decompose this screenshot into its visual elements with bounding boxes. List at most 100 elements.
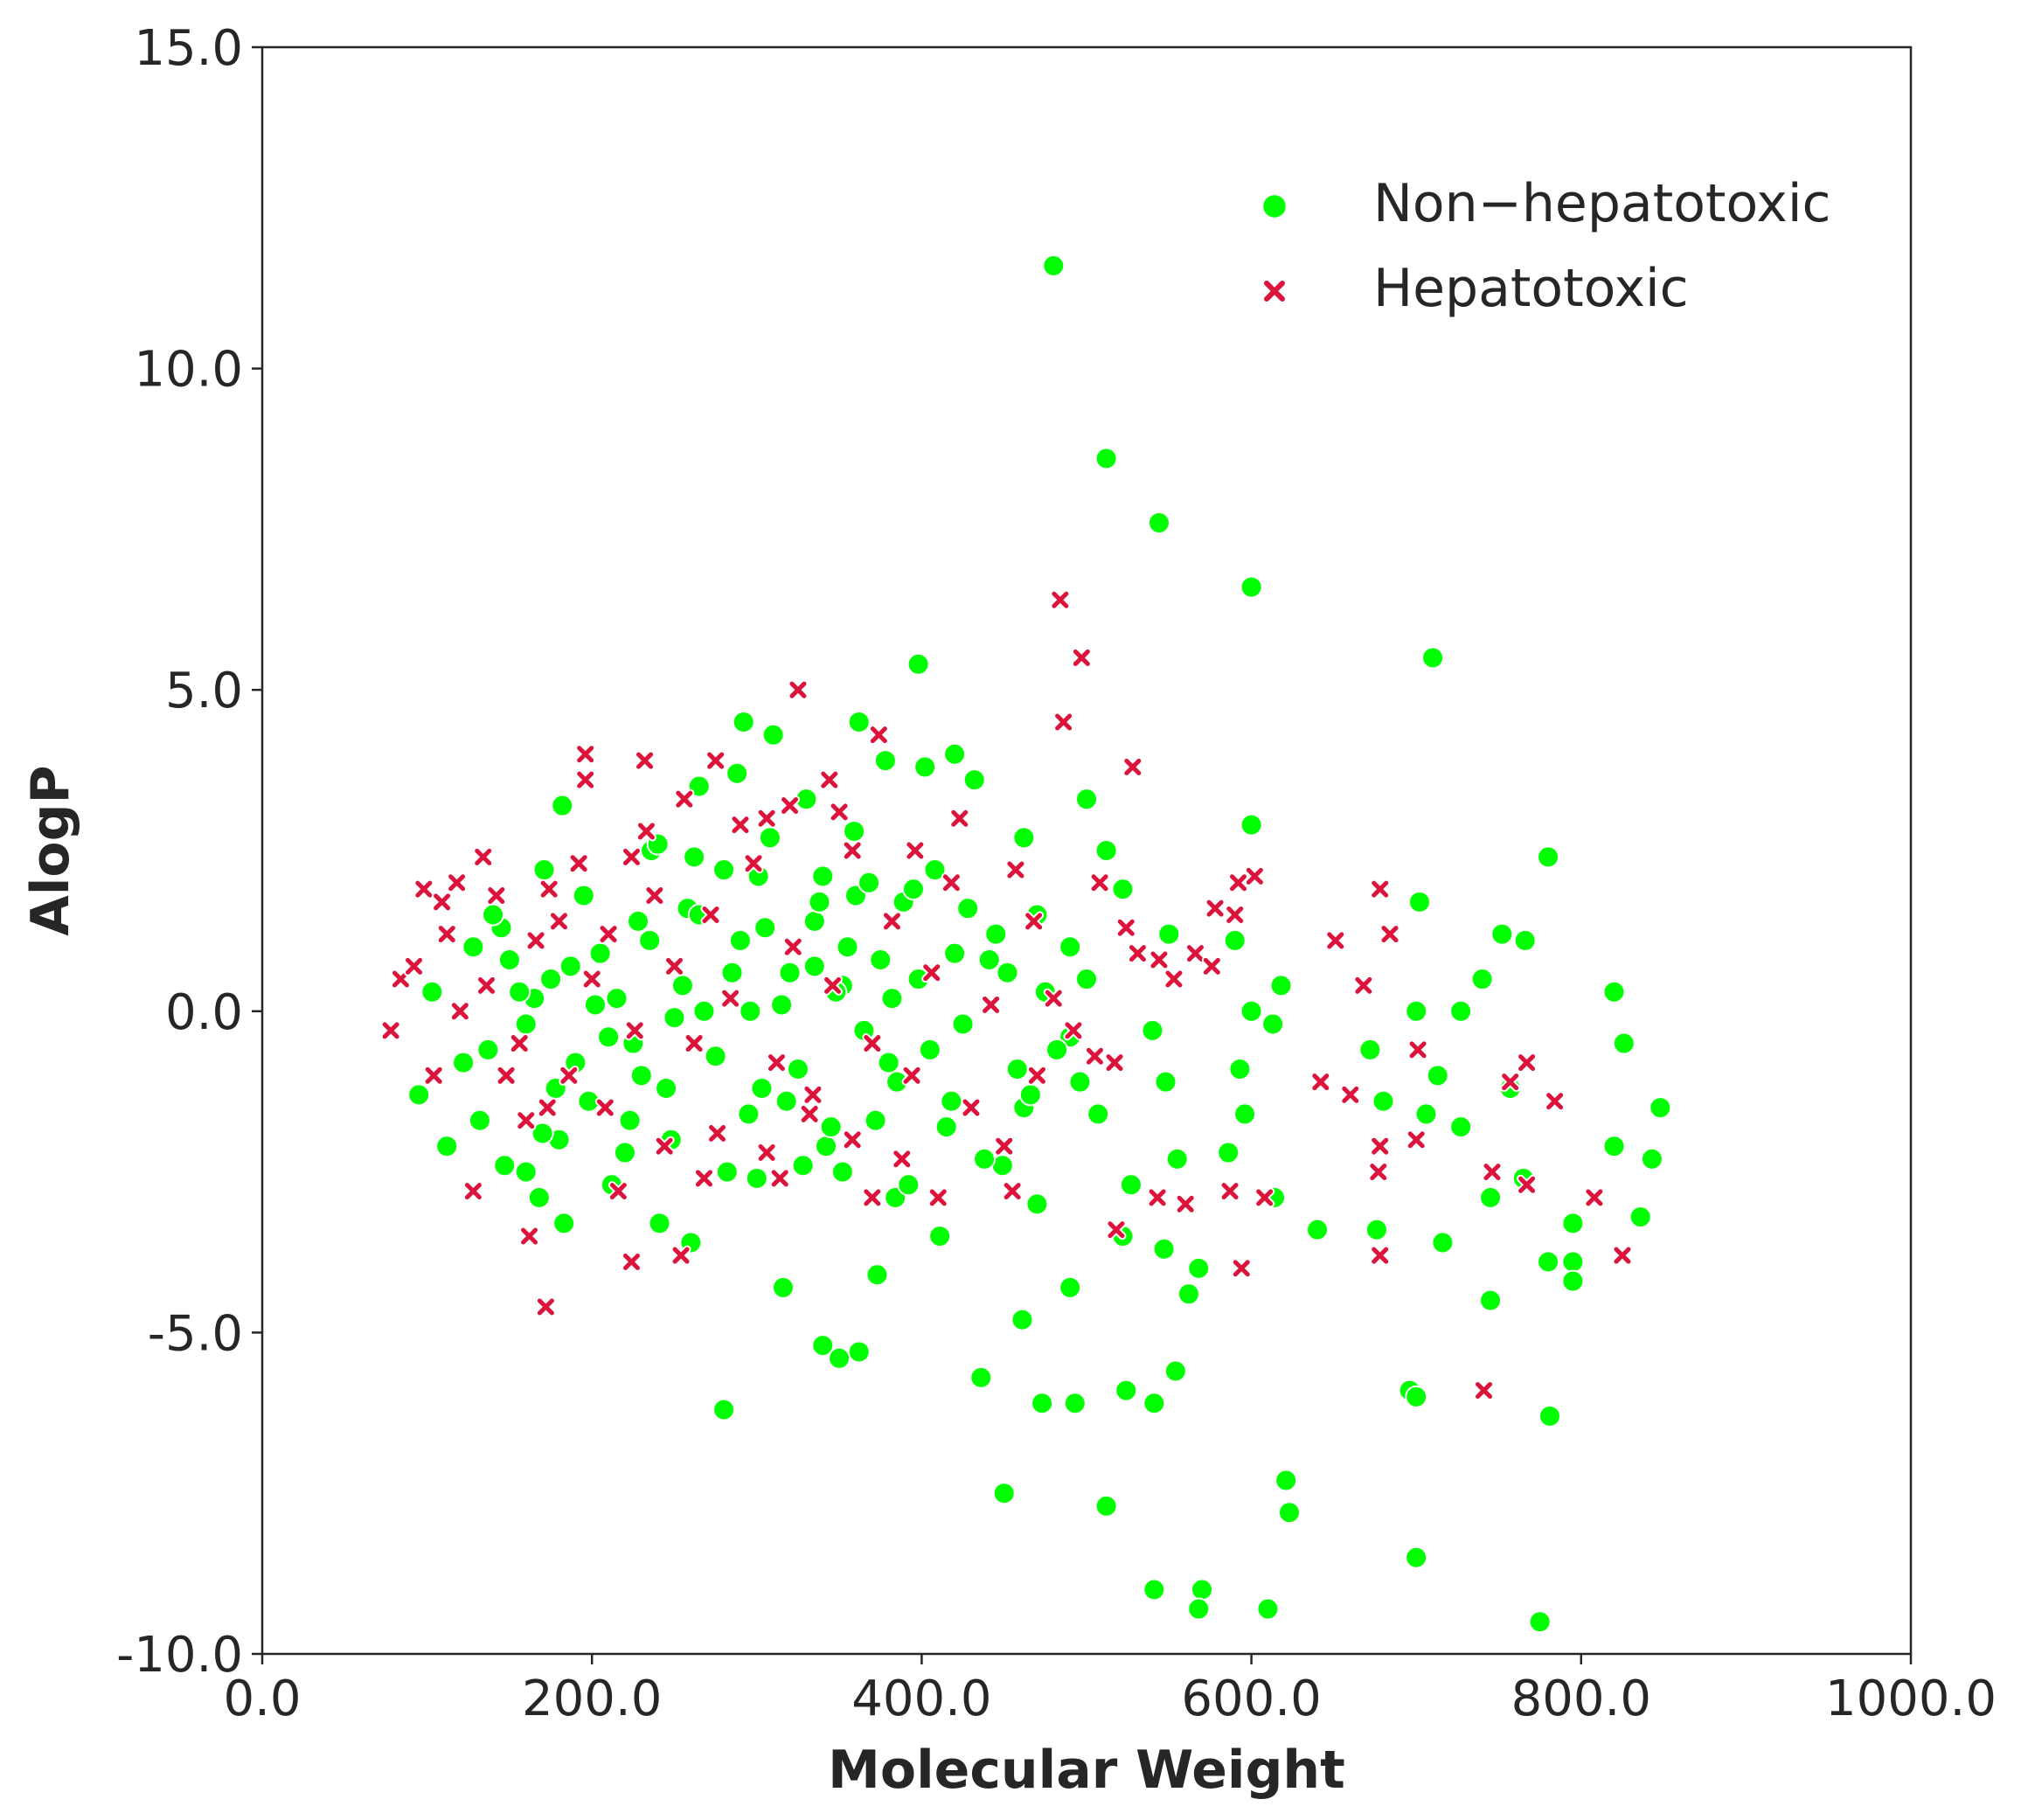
y-tick-label: -10.0	[116, 1627, 243, 1684]
data-point-hepatotoxic	[674, 788, 695, 809]
data-point-non-hepatotoxic	[1031, 1392, 1054, 1415]
data-point-non-hepatotoxic	[1538, 1404, 1561, 1428]
data-point-hepatotoxic	[1005, 859, 1026, 880]
data-point-non-hepatotoxic	[951, 1012, 975, 1036]
data-point-hepatotoxic	[921, 962, 942, 983]
data-point-non-hepatotoxic	[770, 993, 794, 1017]
data-point-hepatotoxic	[1517, 1052, 1538, 1073]
y-axis-title: AlogP	[20, 765, 81, 935]
data-point-hepatotoxic	[1231, 1258, 1252, 1279]
data-point-non-hepatotoxic	[559, 955, 582, 978]
data-point-hepatotoxic	[594, 1097, 615, 1118]
data-point-non-hepatotoxic	[493, 1154, 517, 1177]
data-point-hepatotoxic	[862, 1033, 883, 1054]
data-point-non-hepatotoxic	[1240, 575, 1263, 599]
data-point-non-hepatotoxic	[1163, 1359, 1187, 1383]
data-point-hepatotoxic	[1545, 1091, 1566, 1112]
data-point-non-hepatotoxic	[1449, 1115, 1473, 1139]
x-tick-label: 400.0	[851, 1671, 991, 1727]
data-point-non-hepatotoxic	[1261, 1012, 1285, 1036]
data-point-non-hepatotoxic	[715, 1160, 739, 1184]
data-point-hepatotoxic	[568, 853, 589, 874]
data-point-hepatotoxic	[635, 750, 656, 771]
data-point-hepatotoxic	[1500, 1072, 1521, 1093]
data-point-hepatotoxic	[1406, 1129, 1427, 1150]
data-point-hepatotoxic	[756, 808, 777, 829]
data-point-hepatotoxic	[621, 1252, 642, 1273]
axis-ticks: 0.0 200.0 400.0 600.0 800.0 1000.0 -10.0 -5.0 0.…	[116, 20, 1997, 1727]
data-point-hepatotoxic	[516, 1110, 537, 1131]
data-point-non-hepatotoxic	[420, 980, 444, 1004]
data-point-non-hepatotoxic	[1306, 1218, 1330, 1241]
data-point-non-hepatotoxic	[811, 1334, 835, 1358]
data-point-non-hepatotoxic	[1111, 878, 1135, 901]
data-point-non-hepatotoxic	[754, 916, 777, 940]
data-point-non-hepatotoxic	[1094, 1494, 1118, 1518]
data-point-hepatotoxic	[447, 872, 468, 893]
data-point-non-hepatotoxic	[1025, 1192, 1049, 1216]
data-point-hepatotoxic	[730, 815, 751, 836]
data-point-hepatotoxic	[423, 1065, 444, 1086]
data-point-non-hepatotoxic	[815, 1135, 838, 1158]
data-point-non-hepatotoxic	[791, 1154, 815, 1177]
data-point-non-hepatotoxic	[1240, 999, 1263, 1023]
data-point-non-hepatotoxic	[1470, 968, 1494, 991]
data-point-hepatotoxic	[670, 1245, 691, 1266]
data-point-hepatotoxic	[598, 924, 619, 945]
data-point-non-hepatotoxic	[726, 761, 749, 785]
data-point-non-hepatotoxic	[843, 819, 866, 843]
data-point-non-hepatotoxic	[482, 903, 505, 927]
data-point-non-hepatotoxic	[552, 1212, 576, 1235]
data-point-hepatotoxic	[756, 1143, 777, 1164]
plot-frame	[260, 45, 1913, 1656]
data-point-hepatotoxic	[1517, 1174, 1538, 1195]
data-point-non-hepatotoxic	[1154, 1070, 1177, 1094]
x-tick-label: 1000.0	[1825, 1671, 1997, 1727]
data-point-hepatotoxic	[538, 879, 559, 900]
data-point-non-hepatotoxic	[1426, 1064, 1449, 1087]
data-point-hepatotoxic	[1163, 969, 1184, 990]
data-point-non-hepatotoxic	[1405, 999, 1428, 1023]
data-point-hepatotoxic	[608, 1181, 629, 1202]
data-point-non-hepatotoxic	[1005, 1057, 1029, 1080]
y-tick-label: -5.0	[148, 1305, 243, 1362]
data-point-hepatotoxic	[780, 795, 801, 816]
data-point-hepatotoxic	[1379, 924, 1400, 945]
data-point-hepatotoxic	[1084, 1045, 1105, 1066]
data-point-non-hepatotoxic	[761, 723, 785, 747]
data-point-non-hepatotoxic	[1640, 1147, 1663, 1170]
data-point-non-hepatotoxic	[811, 865, 835, 888]
data-point-non-hepatotoxic	[1223, 928, 1247, 952]
data-point-non-hepatotoxic	[877, 1051, 900, 1074]
data-point-hepatotoxic	[693, 1168, 714, 1189]
data-point-hepatotoxic	[581, 969, 602, 990]
data-point-non-hepatotoxic	[940, 1089, 963, 1113]
data-point-hepatotoxic	[1149, 949, 1170, 970]
data-point-hepatotoxic	[644, 885, 665, 906]
data-point-non-hepatotoxic	[956, 897, 980, 920]
data-point-non-hepatotoxic	[597, 1025, 621, 1049]
data-point-non-hepatotoxic	[551, 794, 574, 817]
data-point-non-hepatotoxic	[984, 922, 1008, 946]
data-point-non-hepatotoxic	[913, 755, 937, 779]
data-point-hepatotoxic	[664, 955, 684, 976]
data-point-non-hepatotoxic	[1094, 447, 1118, 470]
data-point-non-hepatotoxic	[943, 941, 967, 965]
data-point-non-hepatotoxic	[847, 1340, 871, 1364]
data-point-hepatotoxic	[449, 1001, 470, 1022]
data-point-non-hepatotoxic	[737, 1102, 760, 1126]
data-point-hepatotoxic	[1089, 872, 1110, 893]
data-point-hepatotoxic	[1353, 975, 1374, 996]
data-point-hepatotoxic	[548, 911, 569, 932]
data-point-hepatotoxic	[473, 846, 494, 867]
data-point-non-hepatotoxic	[476, 1038, 500, 1061]
data-point-hepatotoxic	[1482, 1162, 1503, 1183]
data-point-hepatotoxic	[823, 975, 844, 996]
data-point-non-hepatotoxic	[774, 1089, 798, 1113]
data-point-non-hepatotoxic	[865, 1263, 889, 1287]
data-point-hepatotoxic	[819, 769, 840, 790]
data-point-non-hepatotoxic	[670, 974, 694, 997]
data-point-hepatotoxic	[1043, 988, 1064, 1009]
data-point-hepatotoxic	[575, 744, 596, 765]
data-point-hepatotoxic	[769, 1168, 790, 1189]
